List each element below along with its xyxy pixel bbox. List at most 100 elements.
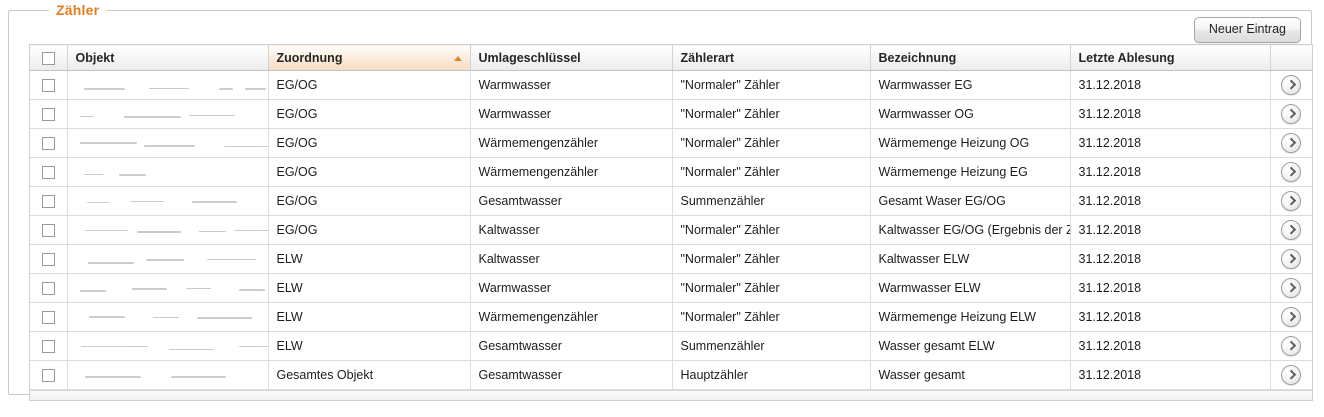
- cell-umlageschluessel: Gesamtwasser: [470, 331, 673, 361]
- cell-letzte-ablesung: 31.12.2018: [1070, 244, 1271, 274]
- cell-detail[interactable]: [1270, 215, 1312, 245]
- chevron-right-circle-icon[interactable]: [1281, 162, 1302, 182]
- header-bezeichnung[interactable]: Bezeichnung: [870, 44, 1071, 71]
- redacted-text: [76, 166, 260, 179]
- row-select-cell[interactable]: [30, 360, 68, 390]
- cell-umlageschluessel: Wärmemengenzähler: [470, 157, 673, 187]
- row-select-cell[interactable]: [30, 99, 68, 129]
- cell-detail[interactable]: [1270, 331, 1312, 361]
- cell-umlageschluessel: Wärmemengenzähler: [470, 302, 673, 332]
- cell-bezeichnung: Gesamt Waser EG/OG: [870, 186, 1071, 216]
- chevron-right-circle-icon[interactable]: [1281, 104, 1302, 124]
- chevron-right-circle-icon[interactable]: [1281, 307, 1302, 327]
- header-umlageschluessel[interactable]: Umlageschlüssel: [470, 44, 673, 71]
- table-row[interactable]: EG/OG Kaltwasser "Normaler" Zähler Kaltwass…: [30, 215, 1312, 245]
- chevron-right-circle-icon[interactable]: [1281, 75, 1302, 95]
- cell-letzte-ablesung: 31.12.2018: [1070, 302, 1271, 332]
- table-row[interactable]: EG/OG Warmwasser "Normaler" Zähler Warmwass…: [30, 99, 1312, 129]
- table-row[interactable]: EG/OG Wärmemengenzähler "Normaler" Zähler W…: [30, 157, 1312, 187]
- chevron-right-circle-icon[interactable]: [1281, 133, 1302, 153]
- cell-objekt: [67, 302, 269, 332]
- cell-detail[interactable]: [1270, 128, 1312, 158]
- row-checkbox[interactable]: [41, 166, 55, 180]
- chevron-right-circle-icon[interactable]: [1281, 249, 1302, 269]
- cell-letzte-ablesung: 31.12.2018: [1070, 70, 1271, 100]
- cell-zuordnung: EG/OG: [268, 99, 471, 129]
- grid-footer: [30, 390, 1312, 400]
- chevron-right-circle-icon[interactable]: [1281, 220, 1302, 240]
- cell-detail[interactable]: [1270, 302, 1312, 332]
- row-checkbox[interactable]: [41, 108, 55, 122]
- cell-bezeichnung: Kaltwasser EG/OG (Ergebnis der Zähl: [870, 215, 1071, 245]
- cell-detail[interactable]: [1270, 273, 1312, 303]
- cell-umlageschluessel: Gesamtwasser: [470, 360, 673, 390]
- cell-bezeichnung: Warmwasser EG: [870, 70, 1071, 100]
- chevron-right-circle-icon[interactable]: [1281, 365, 1302, 385]
- cell-umlageschluessel: Warmwasser: [470, 273, 673, 303]
- row-checkbox[interactable]: [41, 282, 55, 296]
- row-checkbox[interactable]: [41, 79, 55, 93]
- row-select-cell[interactable]: [30, 244, 68, 274]
- chevron-right-circle-icon[interactable]: [1281, 191, 1302, 211]
- table-row[interactable]: ELW Wärmemengenzähler "Normaler" Zähler Wär…: [30, 302, 1312, 332]
- cell-detail[interactable]: [1270, 157, 1312, 187]
- table-row[interactable]: EG/OG Wärmemengenzähler "Normaler" Zähler W…: [30, 128, 1312, 158]
- row-checkbox[interactable]: [41, 253, 55, 267]
- table-row[interactable]: ELW Warmwasser "Normaler" Zähler Warmwasser…: [30, 273, 1312, 303]
- new-entry-button[interactable]: Neuer Eintrag: [1193, 17, 1301, 43]
- row-checkbox[interactable]: [41, 137, 55, 151]
- cell-detail[interactable]: [1270, 99, 1312, 129]
- row-select-cell[interactable]: [30, 128, 68, 158]
- header-zaehlerart[interactable]: Zählerart: [672, 44, 871, 71]
- header-zuordnung[interactable]: Zuordnung: [268, 44, 471, 71]
- table-header-row: Objekt Zuordnung Umlageschlüssel Zählera…: [30, 44, 1312, 71]
- row-checkbox[interactable]: [41, 224, 55, 238]
- cell-objekt: [67, 331, 269, 361]
- header-objekt[interactable]: Objekt: [67, 44, 269, 71]
- redacted-text: [76, 195, 260, 208]
- table-row[interactable]: Gesamtes Objekt Gesamtwasser Hauptzähler Wa…: [30, 360, 1312, 390]
- cell-letzte-ablesung: 31.12.2018: [1070, 331, 1271, 361]
- row-checkbox[interactable]: [41, 195, 55, 209]
- table-row[interactable]: EG/OG Warmwasser "Normaler" Zähler Warmwass…: [30, 70, 1312, 100]
- cell-zaehlerart: "Normaler" Zähler: [672, 215, 871, 245]
- cell-bezeichnung: Warmwasser OG: [870, 99, 1071, 129]
- cell-umlageschluessel: Kaltwasser: [470, 244, 673, 274]
- cell-detail[interactable]: [1270, 70, 1312, 100]
- cell-objekt: [67, 244, 269, 274]
- cell-objekt: [67, 273, 269, 303]
- cell-detail[interactable]: [1270, 186, 1312, 216]
- cell-zaehlerart: "Normaler" Zähler: [672, 70, 871, 100]
- cell-zaehlerart: Hauptzähler: [672, 360, 871, 390]
- row-select-cell[interactable]: [30, 186, 68, 216]
- header-select-all-cell[interactable]: [30, 44, 68, 71]
- row-select-cell[interactable]: [30, 70, 68, 100]
- chevron-right-circle-icon[interactable]: [1281, 278, 1302, 298]
- chevron-right-circle-icon[interactable]: [1281, 336, 1302, 356]
- cell-objekt: [67, 360, 269, 390]
- row-checkbox[interactable]: [41, 340, 55, 354]
- table-row[interactable]: ELW Kaltwasser "Normaler" Zähler Kaltwasser…: [30, 244, 1312, 274]
- cell-letzte-ablesung: 31.12.2018: [1070, 99, 1271, 129]
- row-select-cell[interactable]: [30, 157, 68, 187]
- cell-detail[interactable]: [1270, 244, 1312, 274]
- table-row[interactable]: EG/OG Gesamtwasser Summenzähler Gesamt Wase…: [30, 186, 1312, 216]
- cell-letzte-ablesung: 31.12.2018: [1070, 157, 1271, 187]
- cell-zuordnung: EG/OG: [268, 215, 471, 245]
- header-letzte-ablesung[interactable]: Letzte Ablesung: [1070, 44, 1271, 71]
- row-select-cell[interactable]: [30, 302, 68, 332]
- cell-detail[interactable]: [1270, 360, 1312, 390]
- panel-legend: Zähler: [49, 2, 107, 18]
- row-select-cell[interactable]: [30, 331, 68, 361]
- row-select-cell[interactable]: [30, 273, 68, 303]
- table-row[interactable]: ELW Gesamtwasser Summenzähler Wasser gesamt…: [30, 331, 1312, 361]
- row-select-cell[interactable]: [30, 215, 68, 245]
- cell-umlageschluessel: Gesamtwasser: [470, 186, 673, 216]
- row-checkbox[interactable]: [41, 311, 55, 325]
- redacted-text: [76, 137, 267, 150]
- row-checkbox[interactable]: [41, 369, 55, 383]
- cell-zuordnung: ELW: [268, 302, 471, 332]
- cell-zaehlerart: "Normaler" Zähler: [672, 302, 871, 332]
- cell-letzte-ablesung: 31.12.2018: [1070, 273, 1271, 303]
- select-all-checkbox[interactable]: [41, 51, 55, 65]
